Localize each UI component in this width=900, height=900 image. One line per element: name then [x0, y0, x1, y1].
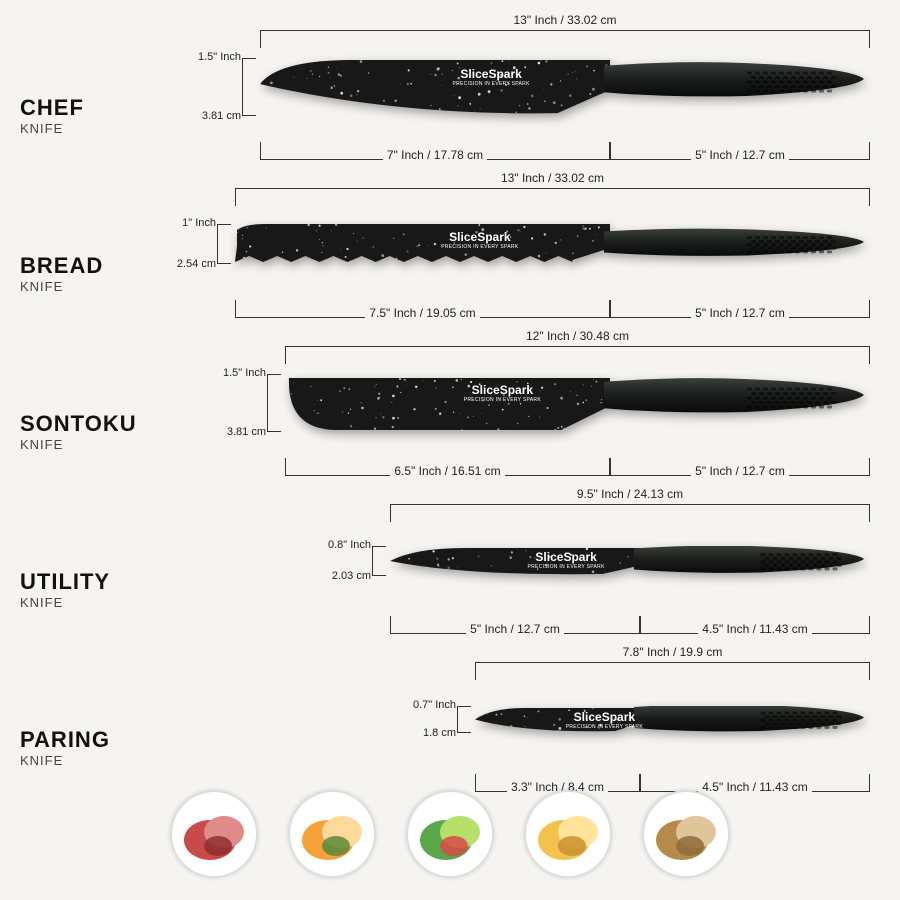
dim-blade: 7.5" Inch / 19.05 cm: [235, 300, 610, 318]
dim-blade: 7" Inch / 17.78 cm: [260, 142, 610, 160]
food-cheese-icon: [524, 790, 612, 878]
knife-svg: SliceSpark PRECISION IN EVERY SPARK: [475, 706, 880, 749]
knife-sub: KNIFE: [20, 437, 175, 452]
dim-height: 1.5" Inch 3.81 cm: [242, 58, 256, 116]
knife-diagram: 7.8" Inch / 19.9 cm 0.7" Inch 1.8 cm: [175, 662, 880, 792]
knife-sub: KNIFE: [20, 279, 175, 294]
knife-svg: SliceSpark PRECISION IN EVERY SPARK: [390, 546, 880, 589]
knife-diagram: 13" Inch / 33.02 cm 1.5" Inch 3.81 cm: [175, 30, 880, 160]
dim-total: 9.5" Inch / 24.13 cm: [390, 504, 870, 522]
knife-svg: SliceSpark PRECISION IN EVERY SPARK: [285, 374, 880, 445]
dim-height: 0.8" Inch 2.03 cm: [372, 546, 386, 576]
knife-label: PARING KNIFE: [20, 687, 175, 768]
knife-sub: KNIFE: [20, 595, 175, 610]
knife-diagram: 9.5" Inch / 24.13 cm 0.8" Inch 2.03 cm: [175, 504, 880, 634]
knife-sub: KNIFE: [20, 753, 175, 768]
food-bread-icon: [642, 790, 730, 878]
knife-label: BREAD KNIFE: [20, 213, 175, 294]
dim-height: 1" Inch 2.54 cm: [217, 224, 231, 264]
knife-row-chef: CHEF KNIFE 13" Inch / 33.02 cm 1.5" Inch…: [20, 30, 880, 160]
dim-handle: 5" Inch / 12.7 cm: [610, 300, 870, 318]
knife-diagram: 13" Inch / 33.02 cm 1" Inch 2.54 cm: [175, 188, 880, 318]
dim-handle: 4.5" Inch / 11.43 cm: [640, 616, 870, 634]
knife-svg: SliceSpark PRECISION IN EVERY SPARK: [235, 224, 880, 277]
dim-handle: 5" Inch / 12.7 cm: [610, 458, 870, 476]
knife-row-utility: UTILITY KNIFE 9.5" Inch / 24.13 cm 0.8" …: [20, 504, 880, 634]
dim-total: 13" Inch / 33.02 cm: [260, 30, 870, 48]
knife-name: UTILITY: [20, 569, 175, 595]
food-meat-icon: [170, 790, 258, 878]
dim-total: 13" Inch / 33.02 cm: [235, 188, 870, 206]
dim-blade: 5" Inch / 12.7 cm: [390, 616, 640, 634]
knife-diagram: 12" Inch / 30.48 cm 1.5" Inch 3.81 cm: [175, 346, 880, 476]
knife-label: CHEF KNIFE: [20, 55, 175, 136]
food-veggies-icon: [406, 790, 494, 878]
dim-total: 7.8" Inch / 19.9 cm: [475, 662, 870, 680]
knife-svg: SliceSpark PRECISION IN EVERY SPARK: [260, 58, 880, 129]
dim-height: 0.7" Inch 1.8 cm: [457, 706, 471, 733]
knife-row-sontoku: SONTOKU KNIFE 12" Inch / 30.48 cm 1.5" I…: [20, 346, 880, 476]
knife-sub: KNIFE: [20, 121, 175, 136]
knife-row-bread: BREAD KNIFE 13" Inch / 33.02 cm 1" Inch …: [20, 188, 880, 318]
dim-total: 12" Inch / 30.48 cm: [285, 346, 870, 364]
knife-name: CHEF: [20, 95, 175, 121]
dim-height: 1.5" Inch 3.81 cm: [267, 374, 281, 432]
food-orange-icon: [288, 790, 376, 878]
food-icons-row: [0, 790, 900, 878]
knife-name: SONTOKU: [20, 411, 175, 437]
dim-blade: 6.5" Inch / 16.51 cm: [285, 458, 610, 476]
knife-name: BREAD: [20, 253, 175, 279]
knife-label: UTILITY KNIFE: [20, 529, 175, 610]
knife-label: SONTOKU KNIFE: [20, 371, 175, 452]
knife-row-paring: PARING KNIFE 7.8" Inch / 19.9 cm 0.7" In…: [20, 662, 880, 792]
dim-handle: 5" Inch / 12.7 cm: [610, 142, 870, 160]
knife-name: PARING: [20, 727, 175, 753]
